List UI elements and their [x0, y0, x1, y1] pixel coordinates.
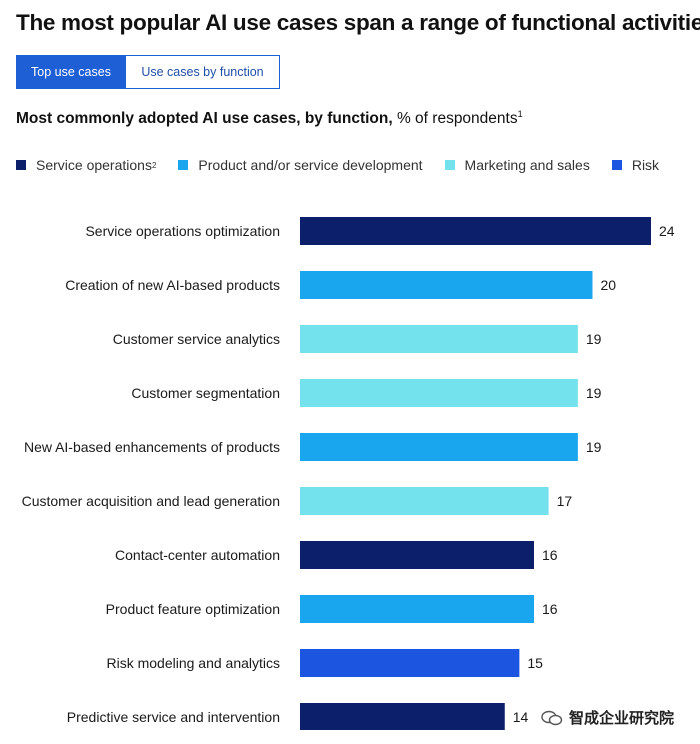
watermark: 智成企业研究院 — [538, 707, 676, 728]
subtitle-strong: Most commonly adopted AI use cases, by f… — [16, 110, 393, 128]
legend-label: Marketing and sales — [464, 157, 590, 173]
category-label: New AI-based enhancements of products — [24, 439, 280, 455]
category-label: Customer acquisition and lead generation — [22, 493, 280, 509]
value-label: 24 — [659, 223, 675, 239]
legend: Service operations 2 Product and/or servi… — [16, 157, 659, 173]
value-label: 16 — [542, 601, 558, 617]
value-label: 20 — [601, 277, 617, 293]
bar — [300, 487, 549, 515]
wechat-icon — [541, 710, 563, 725]
legend-item-service-operations: Service operations 2 — [16, 157, 156, 173]
bar — [300, 703, 505, 730]
category-label: Risk modeling and analytics — [106, 655, 280, 671]
watermark-text: 智成企业研究院 — [568, 710, 674, 727]
category-label: Customer segmentation — [131, 385, 280, 401]
category-label: Customer service analytics — [113, 331, 280, 347]
bar — [300, 541, 534, 569]
value-label: 19 — [586, 385, 602, 401]
legend-swatch — [16, 160, 26, 170]
legend-swatch — [611, 160, 622, 170]
legend-swatch — [178, 160, 189, 170]
legend-label: Product and/or service development — [198, 157, 423, 173]
subtitle-footnote: 1 — [517, 109, 523, 119]
chart-title: The most popular AI use cases span a ran… — [16, 10, 700, 35]
bar — [300, 379, 578, 407]
bar — [300, 433, 578, 461]
value-label: 14 — [513, 709, 529, 725]
bar — [300, 271, 593, 299]
bar — [300, 325, 578, 353]
chart-subtitle: Most commonly adopted AI use cases, by f… — [16, 109, 523, 128]
value-label: 19 — [586, 439, 602, 455]
view-tabs: Top use cases Use cases by function — [16, 55, 280, 89]
tab-top-use-cases[interactable]: Top use cases — [16, 55, 126, 89]
legend-item-risk: Risk — [611, 157, 660, 173]
value-label: 15 — [527, 655, 543, 671]
category-label: Creation of new AI-based products — [65, 277, 280, 293]
bar — [300, 649, 520, 677]
bar-chart: Service operations optimization 24 Creatio… — [22, 217, 675, 730]
bar — [300, 595, 534, 623]
bar — [300, 217, 651, 245]
category-label: Service operations optimization — [85, 223, 280, 239]
value-label: 16 — [542, 547, 558, 563]
legend-label: Service operations — [36, 157, 152, 173]
category-label: Predictive service and intervention — [67, 709, 280, 725]
tab-use-cases-by-function[interactable]: Use cases by function — [126, 55, 280, 89]
legend-footnote: 2 — [151, 160, 157, 170]
category-label: Product feature optimization — [106, 601, 280, 617]
legend-label: Risk — [631, 157, 660, 173]
value-label: 19 — [586, 331, 602, 347]
legend-item-marketing-and-sales: Marketing and sales — [444, 157, 590, 173]
value-label: 17 — [557, 493, 573, 509]
legend-item-product-development: Product and/or service development — [178, 157, 423, 173]
subtitle-unit: % of respondents — [392, 110, 518, 128]
legend-swatch — [444, 160, 455, 170]
category-label: Contact-center automation — [115, 547, 280, 563]
